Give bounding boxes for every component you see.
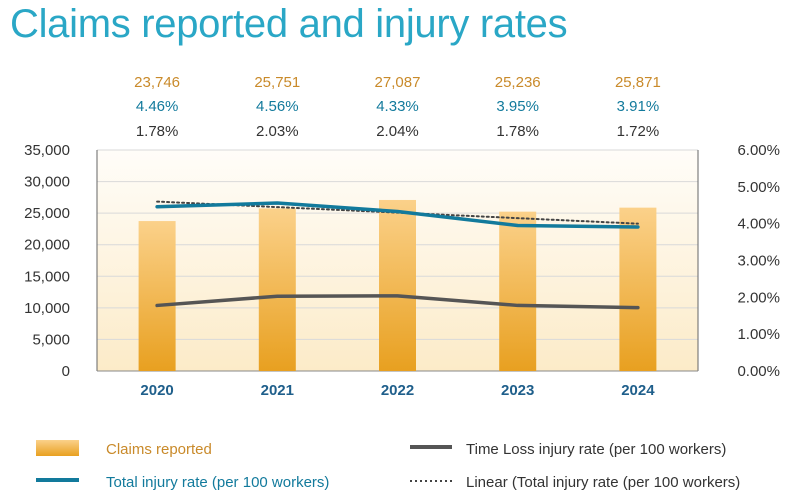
x-category-label: 2024 [621, 382, 655, 399]
bar-claims-reported [258, 208, 296, 371]
data-label-total-injury-rate: 4.56% [256, 98, 299, 115]
legend-label-linear-trend: Linear (Total injury rate (per 100 worke… [466, 474, 740, 491]
legend-label-claims-reported: Claims reported [106, 441, 212, 458]
data-label-time-loss-rate: 2.03% [256, 123, 299, 140]
left-axis-tick-label: 15,000 [24, 268, 70, 285]
right-axis-tick-label: 2.00% [737, 289, 780, 306]
data-label-claims-reported: 25,751 [254, 74, 300, 91]
data-label-claims-reported: 23,746 [134, 74, 180, 91]
x-category-label: 2020 [140, 382, 173, 399]
left-axis-tick-label: 5,000 [32, 331, 70, 348]
right-axis-tick-label: 3.00% [737, 253, 780, 270]
right-axis-tick-label: 5.00% [737, 179, 780, 196]
x-category-label: 2021 [261, 382, 294, 399]
line-time-loss-injury-rate [155, 294, 640, 310]
data-label-time-loss-rate: 1.72% [617, 123, 660, 140]
left-axis-tick-label: 0 [62, 363, 70, 380]
bar-claims-reported [499, 211, 537, 371]
data-label-total-injury-rate: 3.95% [496, 98, 539, 115]
legend-label-total-injury-rate: Total injury rate (per 100 workers) [106, 474, 329, 491]
data-label-claims-reported: 25,236 [495, 74, 541, 91]
data-label-claims-reported: 27,087 [375, 74, 421, 91]
line-total-injury-rate [155, 201, 640, 229]
data-label-total-injury-rate: 4.46% [136, 98, 179, 115]
bar-claims-reported [379, 199, 416, 371]
data-label-claims-reported: 25,871 [615, 74, 661, 91]
right-axis-tick-label: 6.00% [737, 142, 780, 159]
x-category-label: 2022 [381, 382, 414, 399]
left-axis-tick-label: 30,000 [24, 174, 70, 191]
data-label-time-loss-rate: 1.78% [136, 123, 179, 140]
left-axis-tick-label: 35,000 [24, 142, 70, 159]
legend-label-time-loss: Time Loss injury rate (per 100 workers) [466, 441, 726, 458]
data-label-total-injury-rate: 4.33% [376, 98, 419, 115]
data-label-time-loss-rate: 2.04% [376, 123, 419, 140]
left-axis-tick-label: 10,000 [24, 300, 70, 317]
data-label-time-loss-rate: 1.78% [496, 123, 539, 140]
bar-claims-reported [619, 207, 657, 371]
left-axis-tick-label: 25,000 [24, 205, 70, 222]
right-axis-tick-label: 4.00% [737, 216, 780, 233]
data-label-total-injury-rate: 3.91% [617, 98, 660, 115]
right-axis-tick-label: 1.00% [737, 326, 780, 343]
x-category-label: 2023 [501, 382, 534, 399]
bar-claims-reported [138, 221, 176, 371]
left-axis-tick-label: 20,000 [24, 237, 70, 254]
page-title: Claims reported and injury rates [10, 2, 568, 46]
right-axis-tick-label: 0.00% [737, 363, 780, 380]
legend-swatch-claims-reported [36, 440, 79, 456]
